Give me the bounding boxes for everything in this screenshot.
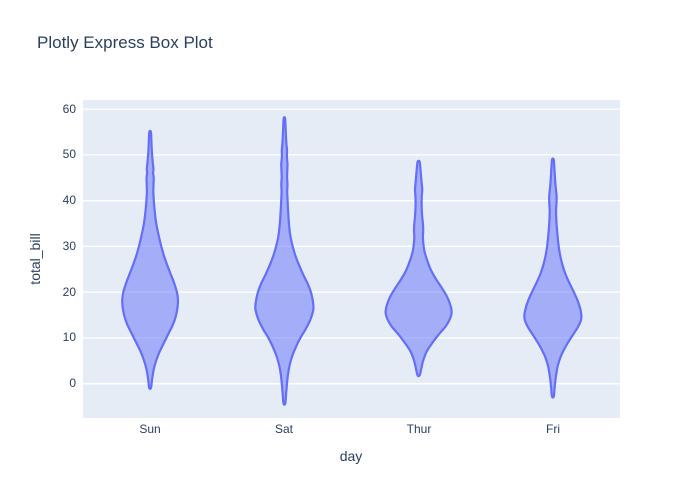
chart-title: Plotly Express Box Plot <box>37 33 213 52</box>
y-tick-label: 30 <box>62 239 76 253</box>
y-tick-label: 50 <box>62 147 76 161</box>
x-tick-label: Sun <box>139 422 161 436</box>
y-tick-label: 60 <box>62 102 76 116</box>
violin-fri[interactable] <box>523 157 583 399</box>
violin-sun[interactable] <box>121 129 180 390</box>
y-tick-label: 40 <box>62 193 76 207</box>
x-tick-label: Thur <box>406 422 432 436</box>
x-tick-label: Sat <box>274 422 293 436</box>
plot-background <box>83 100 620 418</box>
x-tick-label: Fri <box>546 422 560 436</box>
x-axis-title: day <box>339 448 363 464</box>
y-tick-label: 20 <box>62 285 76 299</box>
violin-thur[interactable] <box>384 159 453 378</box>
violin-sat[interactable] <box>254 116 315 406</box>
y-tick-label: 0 <box>69 376 76 390</box>
y-tick-label: 10 <box>62 330 76 344</box>
